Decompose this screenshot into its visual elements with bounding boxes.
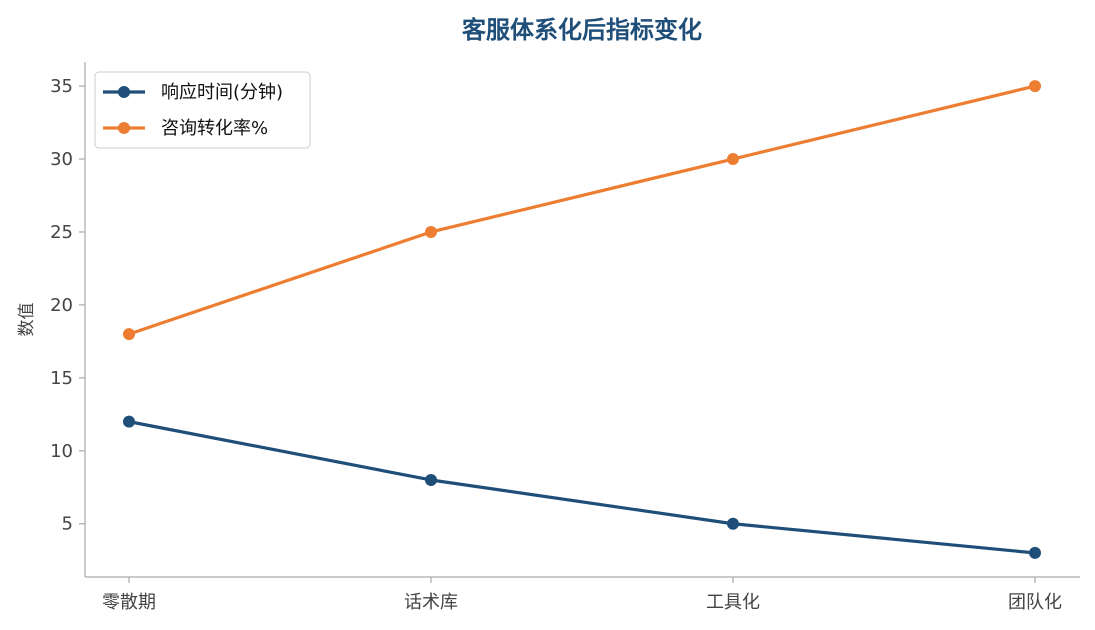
- data-point: [123, 415, 135, 428]
- data-point: [1029, 546, 1041, 559]
- y-axis-label: 数值: [17, 303, 37, 337]
- data-point: [425, 225, 437, 238]
- axes: [84, 62, 1080, 578]
- series-line: [127, 84, 1037, 336]
- legend-marker: [118, 122, 130, 134]
- legend-item: 响应时间(分钟): [103, 82, 283, 103]
- y-tick-label: 15: [50, 368, 73, 389]
- y-ticks: 5 10 15 20 25 30 35: [50, 76, 85, 535]
- y-tick-label: 5: [62, 514, 73, 535]
- data-point: [123, 328, 135, 341]
- data-point: [727, 153, 739, 166]
- data-point: [1029, 80, 1041, 93]
- legend-item: 咨询转化率%: [103, 118, 268, 139]
- y-tick-label: 35: [50, 76, 73, 97]
- data-point: [727, 517, 739, 530]
- y-tick-label: 25: [50, 222, 73, 243]
- legend-box: [94, 71, 311, 149]
- legend-marker: [118, 86, 130, 98]
- series-1: [123, 415, 1041, 559]
- series-layer: [123, 80, 1041, 559]
- series-2: [123, 80, 1041, 341]
- y-tick-label: 20: [50, 295, 73, 316]
- legend-label: 咨询转化率%: [161, 118, 268, 139]
- legend: 响应时间(分钟) 咨询转化率%: [94, 71, 311, 149]
- chart-title: 客服体系化后指标变化: [462, 16, 702, 44]
- x-tick-label: 工具化: [706, 592, 760, 613]
- y-tick-label: 30: [50, 149, 73, 170]
- x-tick-label: 话术库: [404, 592, 458, 613]
- data-point: [425, 473, 437, 486]
- y-tick-label: 10: [50, 441, 73, 462]
- x-tick-label: 零散期: [102, 592, 156, 613]
- x-ticks: 零散期 话术库 工具化 团队化: [102, 577, 1062, 613]
- x-tick-label: 团队化: [1008, 592, 1062, 613]
- series-line: [127, 420, 1037, 555]
- legend-label: 响应时间(分钟): [161, 82, 283, 103]
